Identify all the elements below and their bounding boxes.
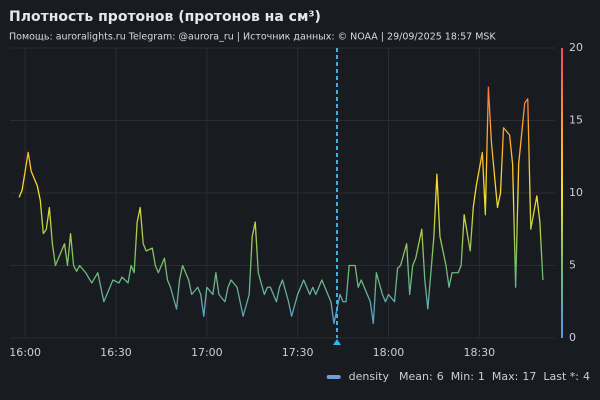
y-tick-label: 15 xyxy=(569,114,583,127)
legend-stat-value: 4 xyxy=(583,370,590,383)
legend-stat-label: Max: xyxy=(492,370,518,383)
y-tick-label: 0 xyxy=(569,331,576,344)
y-tick-label: 5 xyxy=(569,259,576,272)
legend-stat-label: Mean: xyxy=(399,370,433,383)
legend-label: density xyxy=(349,370,390,383)
legend-stat-value: 17 xyxy=(522,370,536,383)
legend-swatch xyxy=(326,375,341,379)
y-tick-label: 10 xyxy=(569,186,583,199)
chart-title: Плотность протонов (протонов на см³) xyxy=(9,9,321,25)
annotation-marker xyxy=(333,339,341,345)
x-tick-label: 18:30 xyxy=(463,346,495,359)
x-tick-label: 17:00 xyxy=(191,346,223,359)
data-line xyxy=(18,86,544,325)
legend-stat-label: Last *: xyxy=(543,370,579,383)
x-tick-label: 18:00 xyxy=(373,346,405,359)
legend-stat-value: 6 xyxy=(437,370,444,383)
legend-stat-label: Min: xyxy=(451,370,474,383)
x-tick-label: 16:00 xyxy=(9,346,41,359)
y-axis-bar xyxy=(561,48,563,338)
chart-subtitle: Помощь: auroralights.ru Telegram: @auror… xyxy=(9,32,496,43)
x-tick-label: 17:30 xyxy=(282,346,314,359)
y-tick-label: 20 xyxy=(569,41,583,54)
legend-stat-value: 1 xyxy=(478,370,485,383)
x-tick-label: 16:30 xyxy=(100,346,132,359)
